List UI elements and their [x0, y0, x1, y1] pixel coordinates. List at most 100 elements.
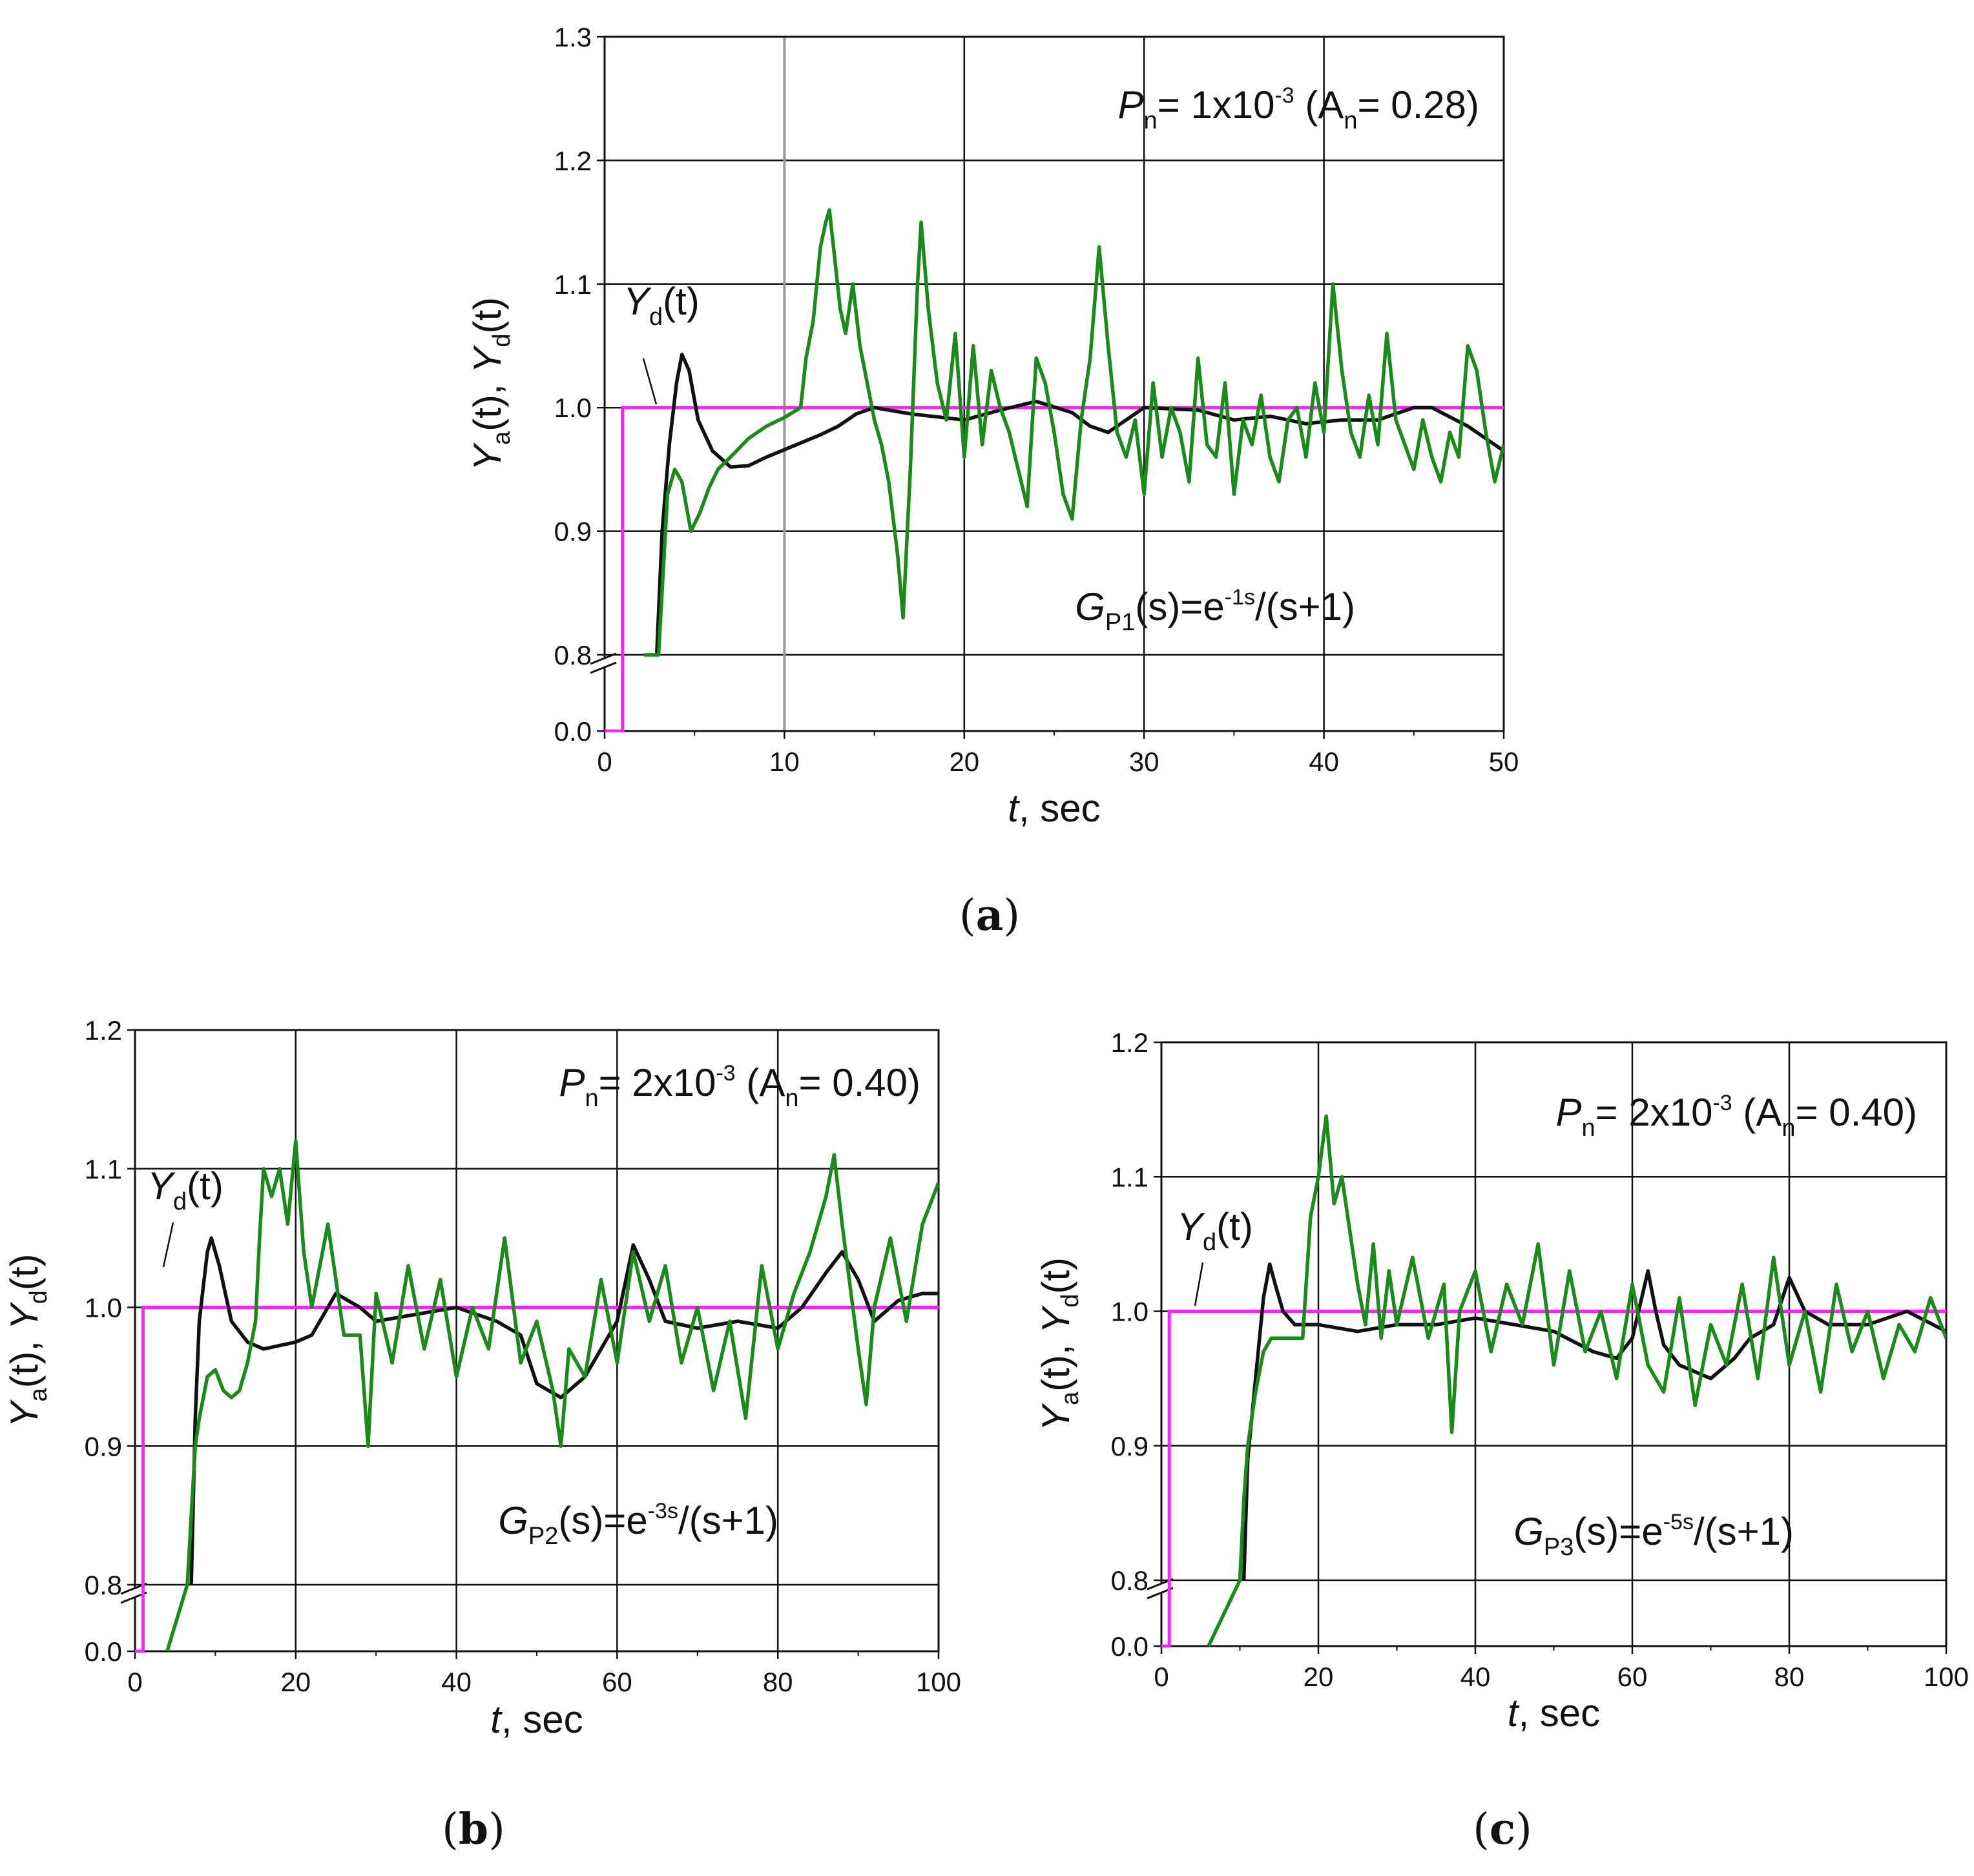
x-axis-title: t, sec	[1508, 1691, 1600, 1735]
y-tick-label: 1.2	[554, 145, 592, 176]
y-tick-label: 1.1	[85, 1154, 122, 1184]
x-tick-label: 60	[1617, 1662, 1648, 1692]
x-title-var: t	[1008, 787, 1020, 830]
plot-frame	[603, 36, 1505, 732]
y-tick-label: 0.8	[1111, 1565, 1148, 1596]
yd-callout-leader	[162, 1222, 174, 1268]
plot-frame	[1160, 1041, 1948, 1647]
caption-part: )	[488, 1804, 505, 1854]
plot-frame	[134, 1029, 940, 1653]
y-tick-label: 1.1	[1111, 1162, 1148, 1192]
x-tick-label: 50	[1489, 747, 1519, 777]
y-title-part: Y	[1034, 1403, 1077, 1431]
y-title-part: (t)	[1034, 1257, 1077, 1294]
y-tick-label: 0.0	[554, 716, 592, 747]
series-ya-noisy	[1207, 1114, 1946, 1647]
noise-part: n	[1782, 1115, 1795, 1142]
x-tick-label: 20	[949, 747, 979, 777]
yd-part: (t)	[663, 280, 700, 323]
noise-part: (A	[1305, 83, 1344, 127]
tf-part: (s)=e	[558, 1499, 647, 1542]
x-tick-label: 80	[763, 1667, 793, 1697]
y-tick-label: 0.0	[1111, 1631, 1148, 1662]
y-title-part: d	[25, 1290, 52, 1304]
noise-part: (A	[1743, 1091, 1782, 1134]
y-tick-label: 1.1	[554, 269, 592, 300]
tf-part: P2	[528, 1523, 558, 1550]
y-tick-label: 0.8	[85, 1570, 122, 1600]
y-title-part: d	[488, 334, 515, 347]
axis-break	[590, 652, 617, 674]
noise-part: -3	[1712, 1091, 1732, 1115]
y-tick-label: 1.0	[1111, 1297, 1148, 1327]
tf-part: P3	[1544, 1534, 1574, 1561]
x-tick-label: 0	[1154, 1662, 1169, 1692]
tf-part: (s)=e	[1135, 585, 1224, 628]
transfer-function-annotation: GP1(s)=e-1s/(s+1)	[1075, 585, 1355, 636]
yd-part: (t)	[1216, 1205, 1253, 1248]
noise-part	[1294, 83, 1305, 127]
y-tick-label: 0.0	[85, 1636, 122, 1667]
x-tick-label: 40	[441, 1667, 472, 1697]
noise-part: n	[1144, 107, 1158, 134]
series-group	[1161, 1114, 1946, 1647]
x-tick-label: 0	[597, 747, 612, 777]
x-tick-label: 60	[602, 1667, 632, 1697]
yd-part: d	[1203, 1229, 1216, 1256]
noise-part: (A	[746, 1061, 785, 1104]
tf-part: (s)=e	[1574, 1510, 1663, 1553]
tf-part: G	[498, 1499, 528, 1542]
noise-part: n	[585, 1085, 599, 1112]
tf-part: G	[1075, 585, 1105, 628]
y-axis-title: Ya(t), Yd(t)	[1034, 1257, 1084, 1431]
noise-part	[736, 1061, 747, 1104]
y-tick-label: 1.0	[85, 1293, 122, 1323]
x-title-rest: , sec	[1518, 1691, 1600, 1735]
caption-part: b	[459, 1804, 488, 1854]
yd-callout-label: Yd(t)	[147, 1164, 223, 1215]
noise-part: -3	[1274, 83, 1294, 108]
x-tick-label: 0	[127, 1667, 142, 1697]
x-tick-label: 100	[916, 1667, 961, 1697]
noise-part: = 0.40)	[799, 1061, 920, 1104]
y-title-part: Y	[466, 442, 509, 471]
tf-part: /(s+1)	[678, 1499, 778, 1542]
caption-part: (	[959, 891, 976, 940]
yd-callout-label: Yd(t)	[1177, 1205, 1253, 1256]
yd-part: Y	[623, 280, 652, 323]
yd-callout-label: Yd(t)	[623, 280, 700, 331]
caption-part: (	[442, 1804, 459, 1854]
y-tick-label: 0.8	[554, 640, 592, 670]
x-tick-label: 100	[1924, 1662, 1969, 1692]
noise-part: P	[1555, 1091, 1581, 1134]
x-tick-label: 40	[1309, 747, 1339, 777]
caption-part: (	[1473, 1804, 1490, 1854]
y-title-part: Y	[3, 1301, 46, 1330]
caption-part: c	[1490, 1804, 1515, 1854]
yd-part: Y	[147, 1164, 176, 1208]
transfer-function-annotation: GP3(s)=e-5s/(s+1)	[1513, 1510, 1794, 1561]
caption-part: )	[1515, 1804, 1532, 1854]
noise-part	[1732, 1091, 1743, 1134]
x-title-rest: , sec	[1019, 787, 1101, 830]
y-title-part: (t),	[3, 1330, 46, 1388]
series-ya-noisy	[165, 1139, 939, 1652]
series-ya-clean	[654, 353, 1504, 655]
y-tick-label: 1.3	[554, 22, 592, 52]
y-tick-label: 0.9	[85, 1431, 122, 1461]
y-tick-label: 0.9	[1111, 1431, 1148, 1461]
noise-annotation: Pn= 2x10-3 (An= 0.40)	[559, 1061, 920, 1112]
x-title-rest: , sec	[501, 1698, 583, 1741]
noise-part: = 2x10	[599, 1061, 716, 1104]
y-axis-title: Ya(t), Yd(t)	[466, 297, 515, 471]
series-yd-setpoint	[135, 1306, 939, 1653]
x-tick-label: 40	[1460, 1662, 1491, 1692]
x-tick-label: 10	[769, 747, 800, 777]
transfer-function-annotation: GP2(s)=e-3s/(s+1)	[498, 1499, 778, 1550]
tf-part: P1	[1105, 609, 1135, 636]
tf-part: -3s	[648, 1499, 678, 1523]
series-group	[605, 208, 1504, 732]
